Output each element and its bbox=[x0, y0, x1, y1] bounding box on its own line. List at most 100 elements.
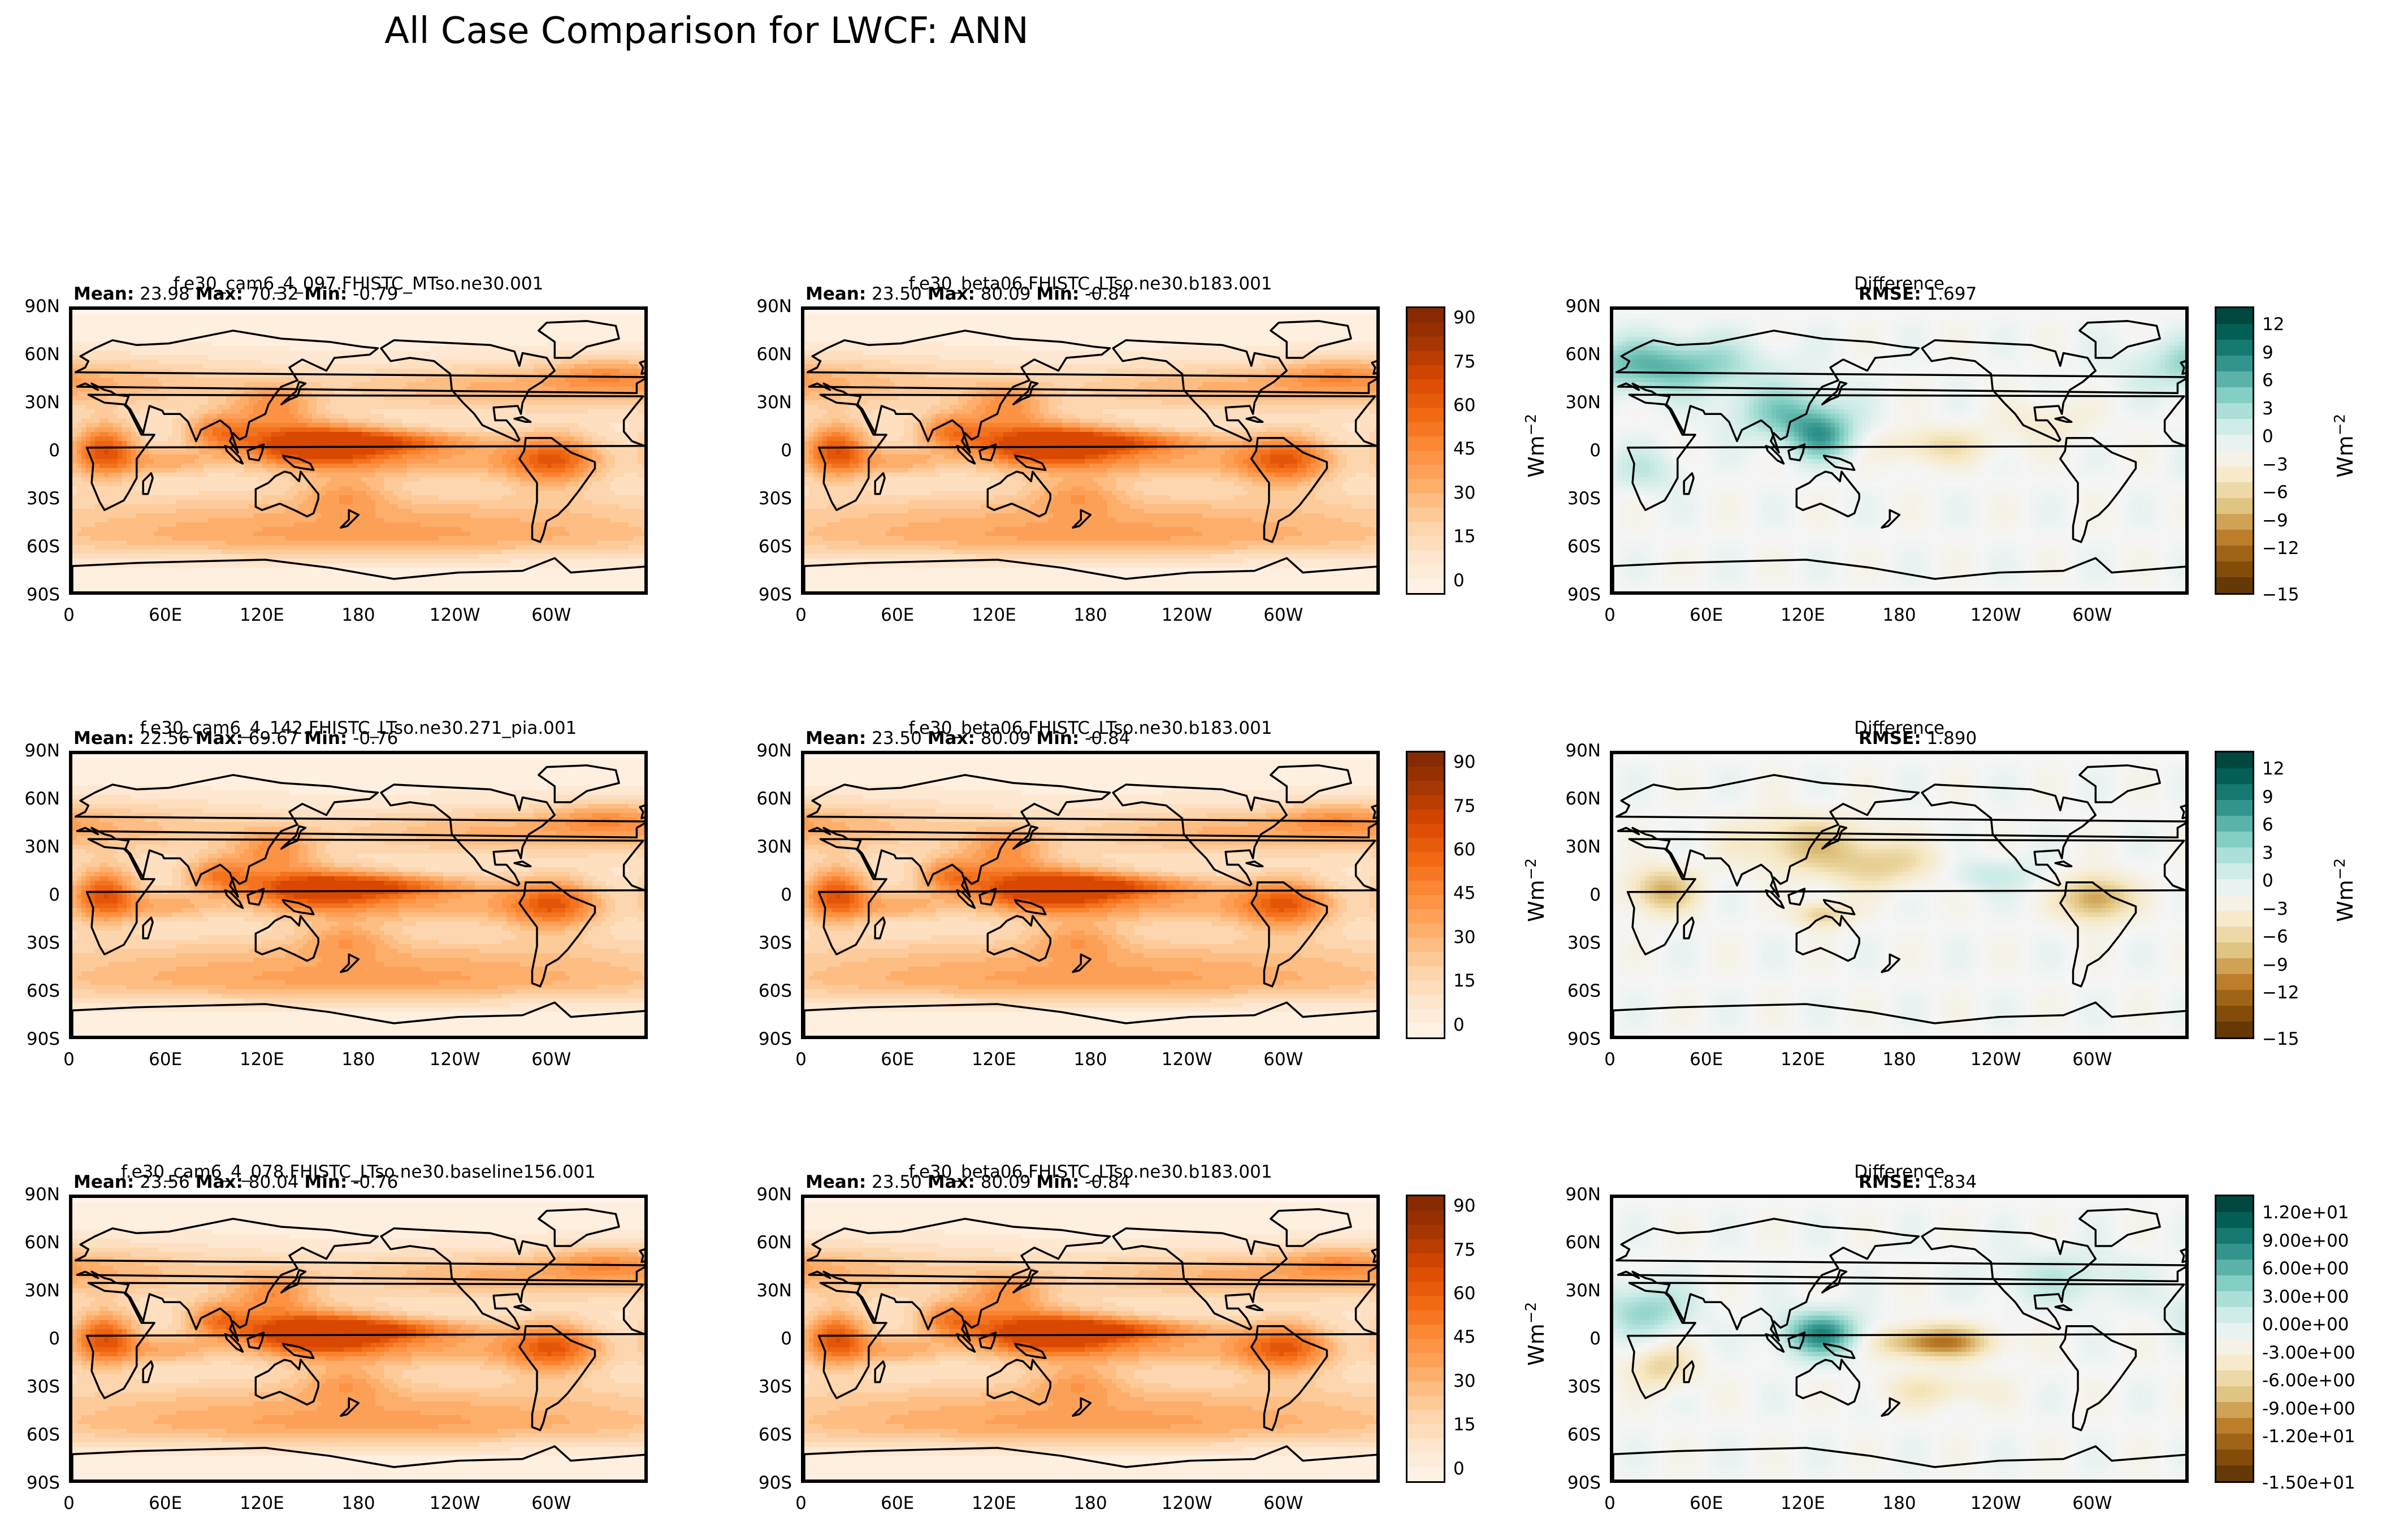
map-plot bbox=[72, 1198, 648, 1483]
max-value: 70.32 bbox=[249, 284, 299, 304]
lat-tick-label: 60N bbox=[756, 1232, 792, 1253]
rmse-value: 1.834 bbox=[1926, 1172, 1977, 1192]
lat-tick-label: 60N bbox=[24, 1232, 60, 1253]
colorbar-tick-label: -1.50e+01 bbox=[2262, 1473, 2355, 1493]
lat-tick-label: 90N bbox=[756, 741, 792, 761]
lon-tick-label: 120W bbox=[430, 1493, 480, 1513]
map-panel-r2-c1: f.e30_cam6_4_142.FHISTC_LTso.ne30.271_pi… bbox=[69, 751, 648, 1039]
lat-tick-label: 30S bbox=[759, 1377, 792, 1397]
colorbar-tick-label: 60 bbox=[1453, 395, 1475, 416]
max-label: Max: bbox=[196, 728, 243, 749]
unit-exponent: −2 bbox=[2332, 414, 2349, 435]
colorbar-tick-label: −15 bbox=[2262, 1029, 2299, 1049]
colorbar-tick-label: 45 bbox=[1453, 439, 1475, 459]
panel-stats: Mean: 23.50 Max: 80.09 Min: -0.84 bbox=[805, 728, 1130, 749]
map-frame bbox=[1610, 1195, 2189, 1483]
lat-tick-label: 90S bbox=[27, 1473, 60, 1493]
lon-tick-label: 60W bbox=[2072, 1049, 2112, 1070]
lat-tick-label: 90S bbox=[27, 585, 60, 605]
lat-tick-label: 30N bbox=[756, 837, 792, 857]
min-label: Min: bbox=[1036, 1172, 1079, 1192]
min-label: Min: bbox=[304, 284, 347, 304]
colorbar bbox=[1406, 1195, 1445, 1483]
contour-field bbox=[1613, 310, 2189, 595]
lon-tick-label: 60W bbox=[1263, 605, 1303, 625]
colorbar-tick-label: 60 bbox=[1453, 840, 1475, 860]
colorbar-tick-label: 60 bbox=[1453, 1283, 1475, 1304]
figure-title: All Case Comparison for LWCF: ANN bbox=[0, 10, 1413, 52]
lat-tick-label: 60N bbox=[1565, 344, 1601, 365]
max-value: 80.09 bbox=[981, 284, 1031, 304]
lat-tick-label: 60S bbox=[759, 981, 792, 1001]
colorbar-tick-label: -1.20e+01 bbox=[2262, 1426, 2355, 1447]
lon-tick-label: 120W bbox=[1970, 605, 2021, 625]
lat-tick-label: 30N bbox=[24, 392, 60, 413]
lon-tick-label: 60E bbox=[149, 605, 182, 625]
colorbar-gradient bbox=[1407, 1196, 1444, 1481]
lat-tick-label: 0 bbox=[49, 440, 60, 461]
map-plot bbox=[804, 754, 1380, 1039]
colorbar-tick-label: 6 bbox=[2262, 370, 2273, 391]
min-label: Min: bbox=[1036, 728, 1079, 749]
min-value: -0.76 bbox=[353, 1172, 398, 1192]
colorbar-tick-label: 90 bbox=[1453, 308, 1475, 328]
lon-tick-label: 60E bbox=[881, 1049, 914, 1070]
colorbar-tick-label: 0 bbox=[2262, 426, 2273, 447]
map-panel-r3-c1: f.e30_cam6_4_078.FHISTC_LTso.ne30.baseli… bbox=[69, 1195, 648, 1483]
map-frame bbox=[69, 1195, 648, 1483]
max-label: Max: bbox=[196, 284, 243, 304]
lat-tick-label: 60N bbox=[24, 789, 60, 809]
mean-label: Mean: bbox=[73, 1172, 134, 1192]
lat-tick-label: 0 bbox=[781, 885, 792, 905]
lon-tick-label: 120W bbox=[1162, 605, 1212, 625]
colorbar-unit-label: Wm−2 bbox=[1523, 866, 1549, 922]
colorbar-tick-label: −6 bbox=[2262, 482, 2288, 503]
lat-tick-label: 60N bbox=[1565, 1232, 1601, 1253]
colorbar-tick-label: −12 bbox=[2262, 538, 2299, 559]
map-panel-r1-c2: f.e30_beta06.FHISTC_LTso.ne30.b183.001 Me… bbox=[801, 306, 1380, 595]
colorbar bbox=[1406, 306, 1445, 595]
lon-tick-label: 60E bbox=[1690, 1493, 1723, 1513]
unit-exponent: −2 bbox=[1523, 858, 1540, 880]
lat-tick-label: 60S bbox=[1567, 981, 1601, 1001]
contour-field bbox=[804, 1198, 1380, 1483]
lat-tick-label: 30N bbox=[24, 837, 60, 857]
colorbar-tick-label: 12 bbox=[2262, 314, 2284, 335]
colorbar-tick-label: 3.00e+00 bbox=[2262, 1287, 2349, 1307]
panel-stats: Mean: 23.98 Max: 70.32 Min: -0.79 bbox=[73, 284, 398, 304]
colorbar-gradient bbox=[1407, 752, 1444, 1037]
mean-label: Mean: bbox=[805, 1172, 866, 1192]
lon-tick-label: 120W bbox=[1162, 1049, 1212, 1070]
rmse-label: RMSE: bbox=[1859, 284, 1921, 304]
lat-tick-label: 90N bbox=[756, 296, 792, 317]
colorbar-tick-label: -6.00e+00 bbox=[2262, 1370, 2355, 1391]
mean-label: Mean: bbox=[73, 728, 134, 749]
lon-tick-label: 180 bbox=[1882, 1493, 1916, 1513]
lat-tick-label: 30S bbox=[759, 933, 792, 953]
colorbar-tick-label: −6 bbox=[2262, 927, 2288, 947]
lat-tick-label: 90N bbox=[756, 1184, 792, 1205]
colorbar-tick-label: −9 bbox=[2262, 511, 2288, 531]
lat-tick-label: 90N bbox=[24, 741, 60, 761]
lon-tick-label: 0 bbox=[1604, 1493, 1616, 1513]
colorbar-tick-label: 9.00e+00 bbox=[2262, 1231, 2349, 1251]
mean-value: 23.56 bbox=[140, 1172, 190, 1192]
map-panel-r1-c3: Difference RMSE: 1.697 90N 60N 30N 0 30S 60S 90S… bbox=[1610, 306, 2189, 595]
mean-label: Mean: bbox=[805, 284, 866, 304]
contour-field bbox=[1613, 1198, 2189, 1483]
min-value: -0.84 bbox=[1085, 284, 1130, 304]
max-label: Max: bbox=[928, 1172, 975, 1192]
contour-field bbox=[1613, 754, 2189, 1039]
unit-exponent: −2 bbox=[1523, 414, 1540, 435]
colorbar-tick-label: 0 bbox=[2262, 871, 2273, 891]
max-label: Max: bbox=[928, 284, 975, 304]
map-plot bbox=[72, 754, 648, 1039]
lat-tick-label: 60N bbox=[1565, 789, 1601, 809]
colorbar-tick-label: 30 bbox=[1453, 927, 1475, 948]
unit-base: Wm bbox=[2333, 880, 2358, 922]
colorbar-tick-label: 30 bbox=[1453, 1371, 1475, 1391]
colorbar-tick-label: 0.00e+00 bbox=[2262, 1314, 2349, 1335]
map-frame bbox=[69, 306, 648, 595]
lat-tick-label: 30N bbox=[756, 392, 792, 413]
lat-tick-label: 60N bbox=[756, 344, 792, 365]
